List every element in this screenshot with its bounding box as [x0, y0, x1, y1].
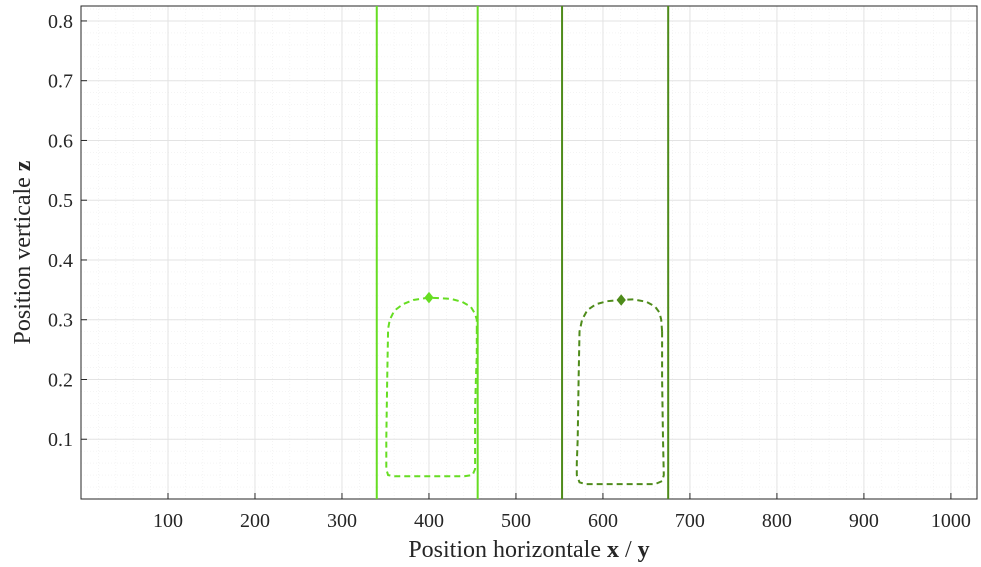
series-left-peak-marker [424, 291, 434, 304]
x-tick-label: 700 [675, 510, 705, 532]
x-axis-label-part: Position horizontale [408, 537, 607, 563]
y-axis-label-part: Position verticale [10, 171, 36, 344]
x-tick-label: 800 [762, 510, 792, 532]
y-tick-label: 0.2 [48, 369, 73, 391]
y-axis-label-var-z: z [10, 160, 36, 171]
x-axis-label-separator: / [619, 537, 638, 563]
y-tick-label: 0.4 [48, 250, 73, 272]
x-axis-label-var-y: y [638, 537, 650, 563]
x-axis-label-var-x: x [607, 537, 619, 563]
x-tick-label: 200 [240, 510, 270, 532]
tick-layer [81, 20, 952, 499]
x-axis-label: Position horizontale x / y [408, 537, 649, 563]
x-tick-label: 400 [414, 510, 444, 532]
x-tick-label: 500 [501, 510, 531, 532]
plot-frame [80, 5, 978, 500]
x-tick-label: 100 [153, 510, 183, 532]
x-tick-label: 600 [588, 510, 618, 532]
y-tick-label: 0.8 [48, 11, 73, 33]
series-right-peak-marker [616, 294, 626, 306]
y-axis-label: Position verticale z [10, 160, 36, 344]
series-layer [375, 6, 670, 499]
tick-label-layer: 100 200 300 400 500 600 700 800 900 1000 0.1 0.2 0.3… [48, 11, 971, 532]
major-grid [81, 6, 977, 499]
y-tick-label: 0.3 [48, 310, 73, 332]
y-tick-label: 0.6 [48, 130, 73, 152]
minor-grid [81, 6, 977, 499]
x-tick-label: 1000 [931, 510, 971, 532]
x-tick-label: 900 [849, 510, 879, 532]
series-left-contour [385, 296, 478, 478]
y-tick-label: 0.7 [48, 71, 73, 93]
y-tick-label: 0.1 [48, 429, 73, 451]
y-tick-label: 0.5 [48, 190, 73, 212]
x-tick-label: 300 [327, 510, 357, 532]
